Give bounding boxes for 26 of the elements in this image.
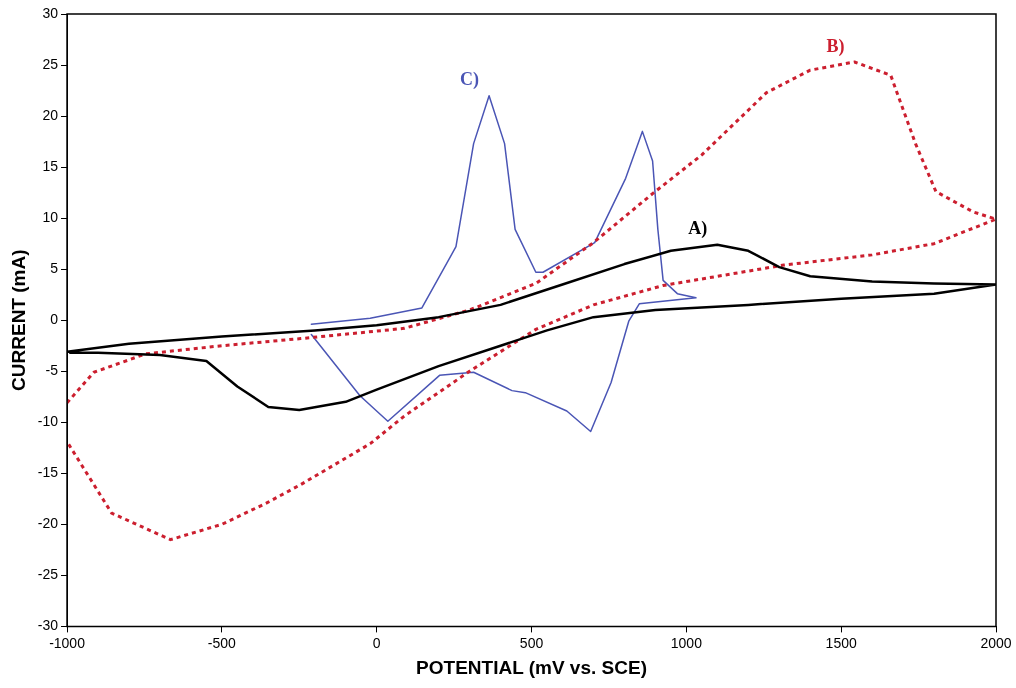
- y-tick-label: -25: [37, 566, 59, 583]
- y-tick-label: 5: [50, 260, 59, 277]
- x-tick-label: 0: [372, 634, 381, 651]
- y-axis-title: CURRENT (mA): [7, 249, 29, 391]
- y-tick-label: 25: [42, 55, 59, 72]
- y-tick-label: -20: [37, 515, 59, 532]
- y-tick-label: 20: [42, 106, 59, 123]
- y-tick-label: -30: [37, 617, 59, 634]
- y-tick-label: -5: [45, 362, 59, 379]
- y-tick-label: 0: [50, 311, 59, 328]
- x-tick-label: -500: [207, 634, 237, 651]
- x-tick-label: 500: [519, 634, 544, 651]
- x-axis-title: POTENTIAL (mV vs. SCE): [416, 656, 647, 678]
- x-tick-label: 2000: [980, 634, 1012, 651]
- series-label: B): [826, 35, 845, 57]
- y-tick-label: 30: [42, 4, 59, 21]
- y-tick-label: -10: [37, 413, 59, 430]
- y-tick-label: 10: [42, 208, 59, 225]
- line-series: [67, 60, 996, 542]
- x-tick-label: 1000: [670, 634, 703, 651]
- series-label: A): [688, 218, 708, 240]
- series-label: C): [460, 69, 480, 91]
- x-tick-label: 1500: [825, 634, 857, 651]
- x-tick-label: -1000: [49, 634, 86, 651]
- y-tick-label: -15: [37, 464, 59, 481]
- y-tick-label: 15: [42, 157, 59, 174]
